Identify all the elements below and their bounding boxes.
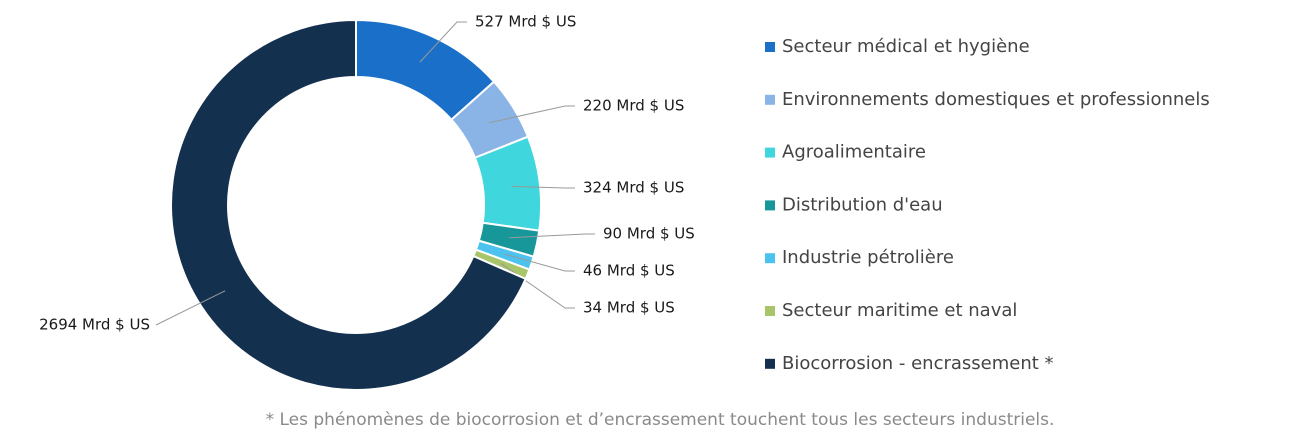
data-label: 46 Mrd $ US: [583, 262, 675, 280]
data-label: 2694 Mrd $ US: [39, 316, 150, 334]
legend-swatch: [765, 147, 775, 158]
legend-swatch: [765, 42, 775, 52]
leader-line: [489, 105, 575, 124]
leader-line: [419, 21, 467, 63]
legend-label: Agroalimentaire: [782, 142, 926, 163]
legend-label: Secteur maritime et naval: [782, 300, 1017, 321]
donut-slice: [170, 18, 527, 391]
legend-label: Industrie pétrolière: [782, 247, 954, 268]
data-label: 220 Mrd $ US: [583, 97, 684, 115]
data-label: 34 Mrd $ US: [583, 299, 675, 317]
legend-swatch: [765, 358, 775, 369]
footnote: * Les phénomènes de biocorrosion et d’en…: [266, 410, 1055, 430]
legend-swatch: [765, 200, 775, 211]
data-label: 90 Mrd $ US: [603, 225, 695, 243]
legend-label: Secteur médical et hygiène: [782, 36, 1030, 57]
leader-line: [511, 185, 575, 189]
leader-line: [504, 253, 575, 272]
legend-swatch: [765, 306, 775, 316]
leader-line: [508, 233, 595, 239]
data-label: 324 Mrd $ US: [583, 179, 684, 197]
legend-label: Biocorrosion - encrassement *: [782, 353, 1054, 374]
legend-swatch: [765, 94, 775, 105]
data-label: 527 Mrd $ US: [475, 13, 576, 31]
legend-label: Environnements domestiques et profession…: [782, 89, 1210, 110]
legend-swatch: [765, 253, 775, 264]
leader-line: [155, 290, 226, 326]
legend-label: Distribution d'eau: [782, 194, 943, 215]
